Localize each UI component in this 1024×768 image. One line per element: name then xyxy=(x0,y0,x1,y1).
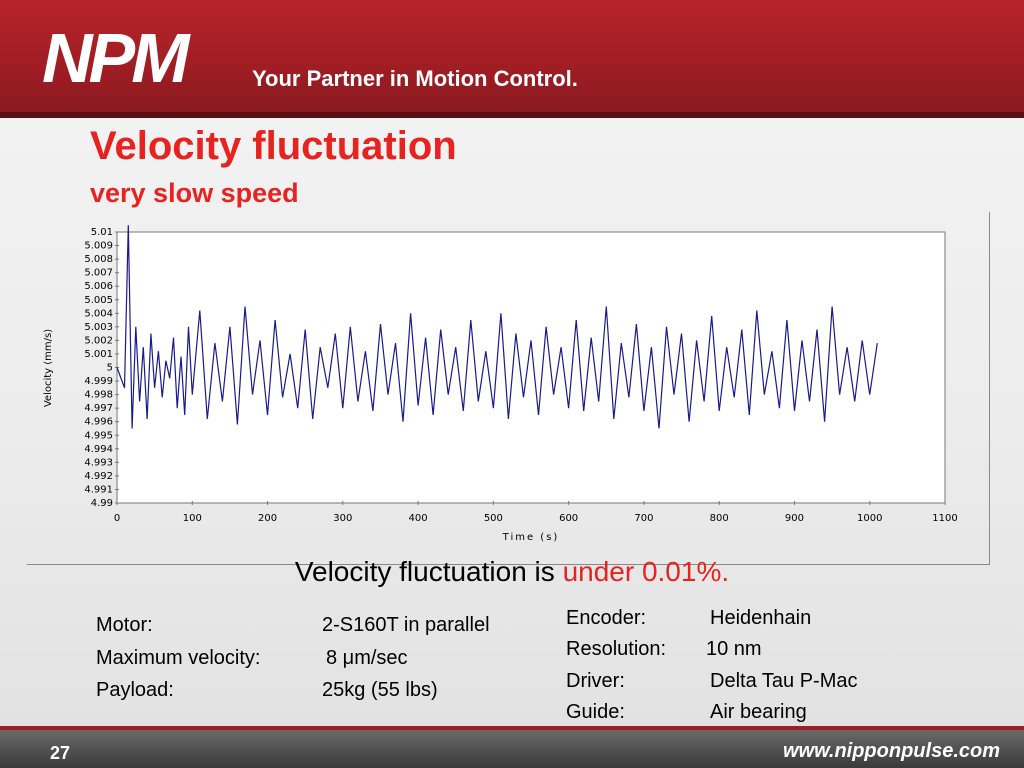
plot-area xyxy=(116,231,946,504)
x-tick-label: 1100 xyxy=(932,513,957,524)
spec-label: Payload: xyxy=(96,679,174,701)
spec-value: 10 nm xyxy=(706,638,762,660)
y-tick-label: 4.99 xyxy=(91,498,113,509)
caption-highlight: under 0.01%. xyxy=(562,556,730,587)
y-axis-ticks: 5.01 5.009 5.008 5.007 5.006 5.005 5.004 5.003 5… xyxy=(84,227,119,509)
y-tick-label: 4.992 xyxy=(84,471,113,482)
x-tick-label: 900 xyxy=(785,513,804,524)
x-tick-label: 0 xyxy=(114,513,120,524)
header-bar xyxy=(0,0,1024,112)
y-tick-label: 4.994 xyxy=(84,444,113,455)
spec-guide: Guide: Air bearing xyxy=(566,701,807,724)
y-tick-label: 4.997 xyxy=(84,403,113,414)
slide-title: Velocity fluctuation xyxy=(90,124,457,168)
npm-logo: NPM xyxy=(42,19,190,97)
tagline: Your Partner in Motion Control. xyxy=(252,66,578,91)
x-axis-ticks: 0 100 200 300 400 500 600 700 800 900 1000 1100 xyxy=(114,501,958,524)
caption-text: Velocity fluctuation is xyxy=(294,556,563,587)
spec-value: 25kg (55 lbs) xyxy=(322,679,438,701)
x-tick-label: 400 xyxy=(409,513,428,524)
spec-label: Maximum velocity: xyxy=(96,647,261,669)
y-axis-label: Velocity (mm/s) xyxy=(43,329,54,407)
x-tick-label: 800 xyxy=(710,513,729,524)
spec-label: Driver: xyxy=(566,670,625,692)
website-link[interactable]: www.nipponpulse.com xyxy=(782,740,1000,762)
x-tick-label: 1000 xyxy=(857,513,882,524)
y-tick-label: 5.003 xyxy=(84,322,113,333)
y-tick-label: 5.01 xyxy=(91,227,113,238)
y-tick-label: 5.004 xyxy=(84,308,113,319)
y-tick-label: 5.008 xyxy=(84,254,113,265)
chart-frame xyxy=(27,212,990,565)
spec-label: Guide: xyxy=(566,701,625,723)
slide-subtitle: very slow speed xyxy=(90,178,299,208)
y-tick-label: 5.006 xyxy=(84,281,113,292)
x-tick-label: 600 xyxy=(559,513,578,524)
spec-label: Motor: xyxy=(96,614,153,636)
y-tick-label: 4.998 xyxy=(84,390,113,401)
spec-value: Delta Tau P-Mac xyxy=(710,670,858,692)
y-tick-label: 5.007 xyxy=(84,268,113,279)
spec-payload: Payload: 25kg (55 lbs) xyxy=(96,679,438,702)
spec-resolution: Resolution: 10 nm xyxy=(566,638,762,661)
footer-bar xyxy=(0,730,1024,768)
y-tick-label: 5.001 xyxy=(84,349,113,360)
spec-value: Heidenhain xyxy=(710,607,812,629)
x-tick-label: 700 xyxy=(634,513,653,524)
y-tick-label: 4.995 xyxy=(84,430,113,441)
x-tick-label: 200 xyxy=(258,513,277,524)
spec-max-velocity: Maximum velocity: 8 μm/sec xyxy=(96,647,408,670)
x-tick-label: 500 xyxy=(484,513,503,524)
y-tick-label: 4.993 xyxy=(84,457,113,468)
caption: Velocity fluctuation is under 0.01%. xyxy=(0,556,1024,588)
spec-value: Air bearing xyxy=(710,701,807,723)
x-tick-label: 300 xyxy=(333,513,352,524)
footer-divider xyxy=(0,726,1024,730)
y-tick-label: 5.002 xyxy=(84,335,113,346)
spec-motor: Motor: 2-S160T in parallel xyxy=(96,614,490,637)
spec-label: Resolution: xyxy=(566,638,667,660)
y-tick-label: 4.999 xyxy=(84,376,113,387)
y-tick-label: 5 xyxy=(107,363,113,374)
spec-value: 2-S160T in parallel xyxy=(322,614,490,636)
spec-driver: Driver: Delta Tau P-Mac xyxy=(566,670,857,693)
velocity-chart: 5.01 5.009 5.008 5.007 5.006 5.005 5.004 5.003 5… xyxy=(43,225,958,543)
y-tick-label: 5.005 xyxy=(84,295,113,306)
x-axis-label: Time (s) xyxy=(502,532,560,543)
series-line xyxy=(116,225,878,429)
x-tick-label: 100 xyxy=(183,513,202,524)
page-number: 27 xyxy=(50,743,71,763)
spec-encoder: Encoder: Heidenhain xyxy=(566,607,811,630)
y-tick-label: 4.996 xyxy=(84,417,113,428)
header-divider xyxy=(0,112,1024,118)
spec-value: 8 μm/sec xyxy=(326,647,408,669)
y-tick-label: 4.991 xyxy=(84,484,113,495)
y-tick-label: 5.009 xyxy=(84,241,113,252)
spec-label: Encoder: xyxy=(566,607,647,629)
